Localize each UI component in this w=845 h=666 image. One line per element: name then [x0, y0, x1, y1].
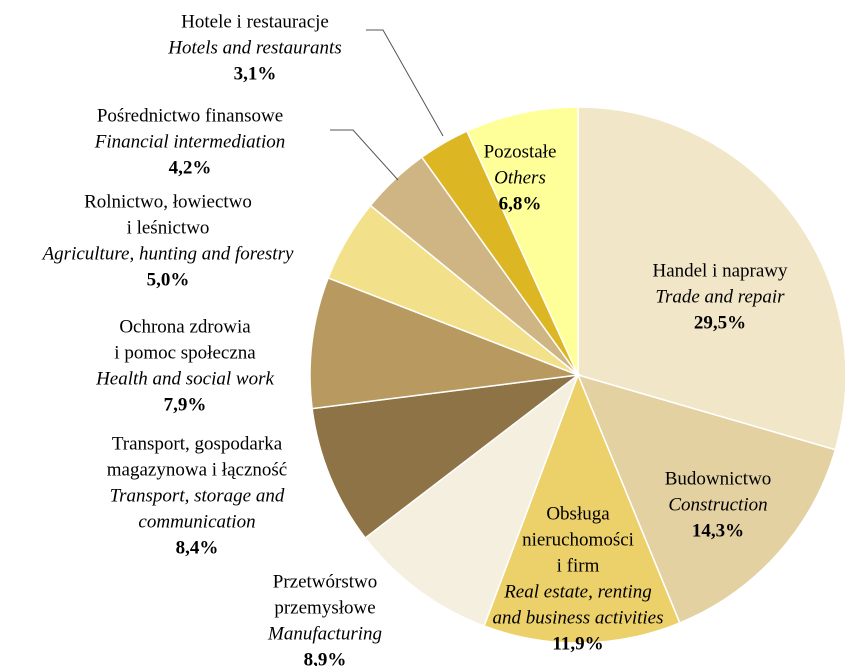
pie-slice — [483, 372, 681, 644]
slice-label: Transport, gospodarka — [112, 433, 283, 454]
value-label: 4,2% — [169, 157, 212, 178]
slice-label-en: Others — [494, 167, 546, 188]
leader-line — [366, 29, 444, 137]
value-label: 6,8% — [499, 193, 542, 214]
pie-slice — [311, 373, 581, 539]
slice-label-en: communication — [138, 511, 255, 532]
slice-label: Przetwórstwo — [273, 571, 377, 592]
slice-label-en: Construction — [668, 494, 767, 515]
slice-label: Ochrona zdrowia — [119, 316, 251, 337]
leader-line — [330, 129, 399, 181]
pie-slice — [576, 373, 837, 624]
pie-slice — [364, 372, 580, 627]
slice-label: Pośrednictwo finansowe — [97, 105, 283, 126]
slice-label: nieruchomości — [522, 529, 634, 550]
value-label: 14,3% — [692, 520, 744, 541]
slice-label: przemysłowe — [274, 597, 375, 618]
slice-label-en: Health and social work — [95, 368, 274, 389]
slice-label-en: and business activities — [493, 607, 664, 628]
slice-label: Rolnictwo, łowiectwo — [84, 191, 252, 212]
slice-label-en: Agriculture, hunting and forestry — [41, 243, 294, 264]
slice-label: Budownictwo — [665, 468, 772, 489]
value-label: 3,1% — [234, 63, 277, 84]
slice-label-en: Financial intermediation — [94, 131, 286, 152]
value-label: 7,9% — [164, 394, 207, 415]
slice-label: Pozostałe — [484, 141, 557, 162]
slice-label-en: Manufacturing — [267, 623, 382, 644]
slice-label-en: Hotels and restaurants — [167, 37, 341, 58]
labels: Handel i naprawy Trade and repair 29,5% Bud… — [41, 11, 788, 666]
pie-slice — [577, 106, 845, 451]
value-label: 29,5% — [694, 312, 746, 333]
value-label: 5,0% — [147, 269, 190, 290]
slice-label-en: Transport, storage and — [110, 485, 285, 506]
pie-slice — [309, 276, 579, 410]
slice-label: Obsługa — [546, 503, 610, 524]
value-label: 8,4% — [176, 537, 219, 558]
slice-label-en: Real estate, renting — [503, 581, 652, 602]
value-label: 11,9% — [552, 633, 603, 654]
slice-label: i firm — [557, 555, 600, 576]
pie-slice — [465, 106, 579, 376]
slice-label: Handel i naprawy — [652, 260, 788, 281]
slice-label: magazynowa i łączność — [107, 459, 287, 480]
slice-label: i pomoc społeczna — [114, 342, 256, 363]
slice-label: Hotele i restauracje — [181, 11, 329, 32]
value-label: 8,9% — [304, 649, 347, 666]
slice-label: i leśnictwo — [127, 217, 210, 238]
slice-label-en: Trade and repair — [655, 286, 785, 307]
pie — [309, 106, 845, 644]
